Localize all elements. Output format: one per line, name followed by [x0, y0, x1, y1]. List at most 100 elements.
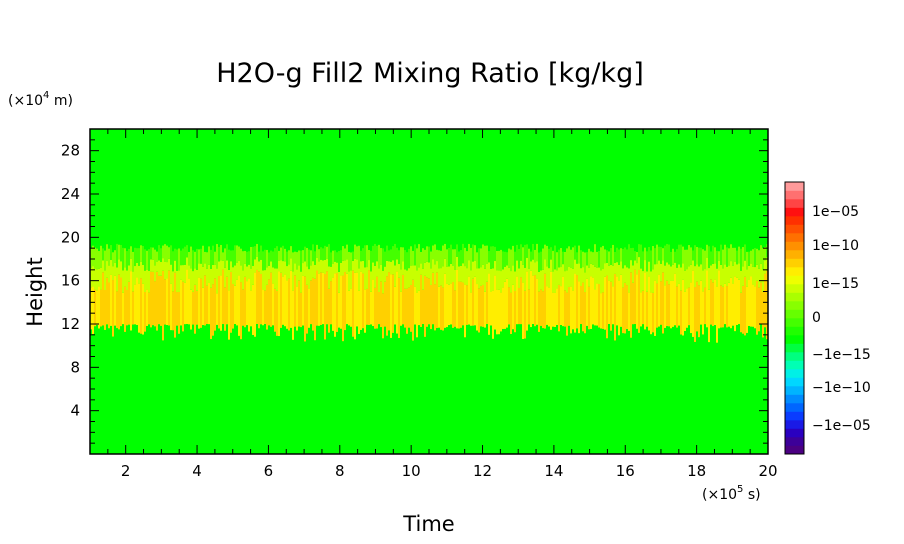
layer-column-mid	[764, 260, 766, 274]
layer-column-fade	[384, 251, 386, 267]
layer-column-mid	[594, 266, 596, 290]
layer-column-core	[544, 273, 546, 329]
layer-column-fade	[294, 251, 296, 264]
layer-column-mid	[210, 268, 212, 288]
layer-column-core	[516, 276, 518, 325]
layer-column-core	[602, 292, 604, 329]
layer-column-fade	[186, 245, 188, 258]
layer-column-mid	[328, 266, 330, 289]
layer-column-mid	[508, 267, 510, 288]
layer-column-fade	[174, 248, 176, 261]
layer-column-fade	[344, 248, 346, 261]
layer-column-mid	[502, 269, 504, 288]
layer-column-core	[298, 280, 300, 327]
layer-column-mid	[164, 261, 166, 280]
layer-column-mid	[220, 260, 222, 276]
layer-column-fade	[202, 245, 204, 267]
layer-column-mid	[606, 262, 608, 276]
layer-column-core	[134, 284, 136, 325]
layer-column-fade	[688, 245, 690, 267]
layer-column-mid	[118, 259, 120, 275]
layer-column-fade	[716, 250, 718, 269]
y-unit-exponent: 4	[43, 90, 49, 101]
layer-column-mid	[578, 263, 580, 282]
layer-column-mid	[438, 268, 440, 287]
layer-column-fade	[586, 252, 588, 266]
layer-column-fade	[428, 246, 430, 263]
layer-column-core	[526, 271, 528, 331]
layer-column-fade	[638, 244, 640, 258]
layer-column-mid	[406, 270, 408, 289]
y-axis-unit: (×104 m)	[8, 90, 73, 109]
layer-column-mid	[228, 269, 230, 291]
layer-column-fade	[658, 246, 660, 261]
layer-column-core	[716, 286, 718, 343]
layer-column-mid	[538, 271, 540, 292]
layer-column-mid	[686, 269, 688, 289]
layer-column-core	[466, 285, 468, 325]
layer-column-fade	[140, 245, 142, 262]
layer-column-fade	[566, 248, 568, 271]
layer-column-fade	[416, 248, 418, 271]
layer-column-fade	[104, 250, 106, 271]
layer-column-mid	[660, 263, 662, 282]
layer-column-fade	[364, 245, 366, 268]
layer-column-mid	[666, 262, 668, 281]
layer-column-mid	[146, 269, 148, 290]
layer-column-core	[436, 272, 438, 328]
layer-column-fade	[600, 247, 602, 271]
layer-column-mid	[154, 265, 156, 282]
layer-column-mid	[524, 267, 526, 291]
layer-column-core	[346, 273, 348, 325]
layer-column-mid	[100, 267, 102, 290]
layer-column-mid	[266, 267, 268, 285]
layer-column-core	[620, 274, 622, 327]
layer-column-mid	[566, 270, 568, 293]
layer-column-core	[714, 279, 716, 326]
layer-column-fade	[736, 250, 738, 265]
layer-column-core	[424, 275, 426, 337]
colorbar-cell	[785, 437, 804, 446]
layer-column-core	[434, 284, 436, 331]
layer-column-core	[326, 271, 328, 325]
layer-column-core	[612, 286, 614, 325]
layer-column-fade	[620, 248, 622, 262]
layer-column-fade	[198, 249, 200, 264]
colorbar-cell	[785, 420, 804, 429]
layer-column-mid	[468, 260, 470, 277]
layer-column-mid	[158, 260, 160, 276]
layer-column-fade	[528, 248, 530, 270]
layer-column-core	[508, 287, 510, 325]
x-tick-label: 4	[192, 462, 202, 480]
layer-column-core	[214, 278, 216, 331]
layer-column-core	[110, 274, 112, 326]
layer-column-core	[376, 276, 378, 329]
x-tick-label: 10	[402, 462, 421, 480]
layer-column-core	[96, 290, 98, 325]
layer-column-core	[656, 283, 658, 328]
layer-column-fade	[248, 251, 250, 265]
layer-column-core	[676, 286, 678, 328]
layer-column-core	[432, 272, 434, 325]
layer-column-mid	[408, 268, 410, 288]
layer-column-mid	[482, 264, 484, 285]
layer-column-mid	[494, 261, 496, 276]
colorbar-cell	[785, 284, 804, 293]
layer-column-core	[366, 288, 368, 325]
layer-column-mid	[720, 264, 722, 286]
layer-column-mid	[702, 270, 704, 292]
layer-column-mid	[532, 259, 534, 276]
layer-column-fade	[150, 247, 152, 260]
layer-column-core	[686, 288, 688, 328]
layer-column-mid	[352, 260, 354, 271]
layer-column-core	[358, 290, 360, 334]
layer-column-mid	[424, 262, 426, 276]
layer-column-fade	[450, 244, 452, 264]
layer-column-fade	[314, 251, 316, 266]
layer-column-mid	[96, 269, 98, 291]
layer-column-core	[372, 279, 374, 327]
x-tick-label: 12	[473, 462, 492, 480]
layer-column-mid	[584, 272, 586, 293]
layer-column-fade	[244, 250, 246, 264]
